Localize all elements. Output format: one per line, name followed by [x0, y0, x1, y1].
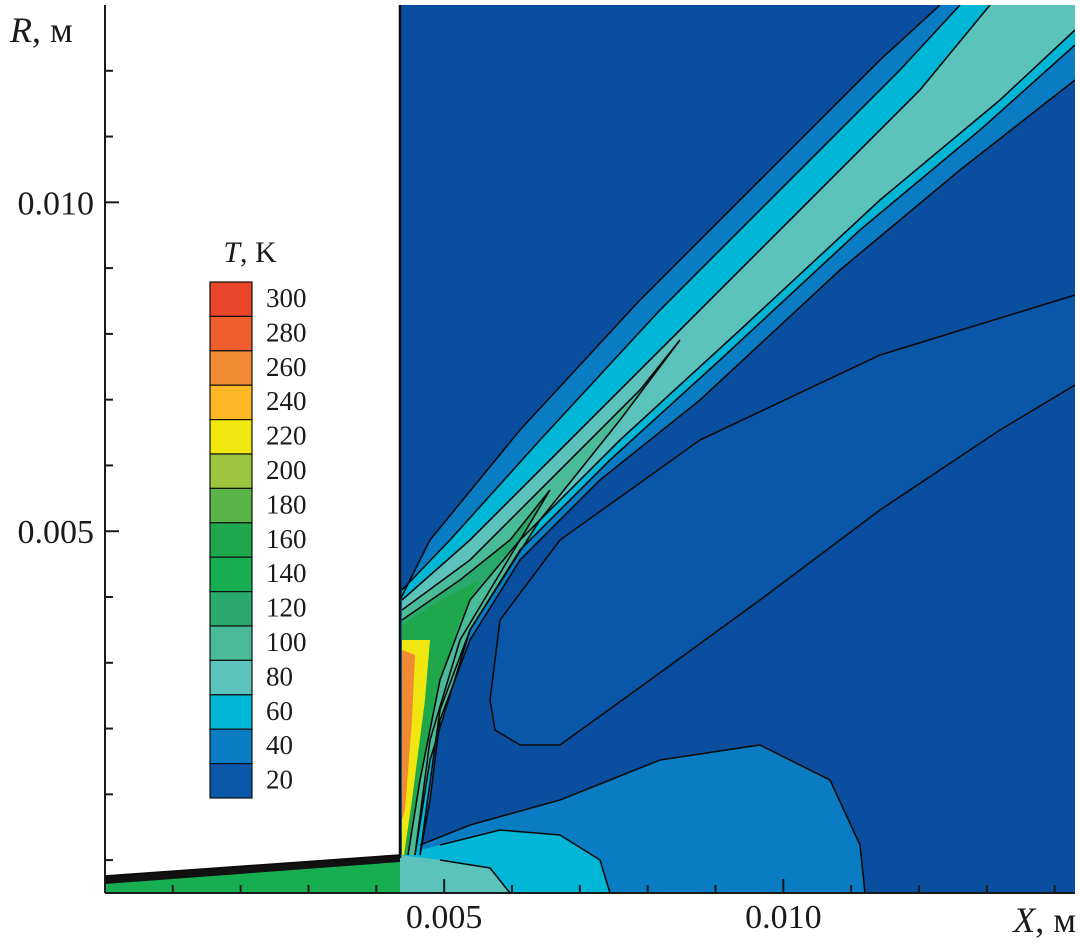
legend-label: 220 — [266, 421, 307, 451]
legend-swatch — [209, 350, 253, 386]
y-axis-symbol: R — [9, 10, 32, 50]
legend-label: 140 — [266, 558, 307, 588]
field-region-lower-80 — [400, 855, 510, 893]
contour-line — [419, 44, 1075, 856]
legend-swatch — [209, 694, 253, 730]
field-region-plume-260 — [402, 650, 415, 820]
contour-line — [489, 384, 1075, 746]
field-region-cavity — [490, 295, 1075, 745]
legend-label: 80 — [266, 661, 293, 691]
legend-title-unit: , K — [240, 236, 277, 269]
y-tick-label: 0.010 — [18, 185, 95, 222]
legend-swatch — [209, 762, 253, 799]
contour-lines — [105, 5, 1075, 893]
legend-swatch — [209, 384, 253, 421]
contour-line — [401, 5, 991, 601]
contour-line — [419, 744, 866, 893]
contour-line — [105, 854, 401, 877]
contour-field — [105, 5, 1075, 893]
legend-labels: 300 280 260 240 220 200 180 160 140 120 100 80 60 40 2… — [266, 283, 307, 795]
x-axis-ticks — [171, 879, 1056, 893]
legend-label: 100 — [266, 627, 307, 657]
legend-swatch — [209, 590, 253, 627]
x-axis-unit: , м — [1035, 900, 1076, 940]
contour-line — [399, 5, 941, 601]
legend-label: 300 — [266, 283, 307, 313]
contour-line — [401, 339, 681, 856]
legend-label: 60 — [266, 696, 293, 726]
legend-label: 260 — [266, 352, 307, 382]
contour-line — [419, 79, 1075, 856]
legend-swatch — [209, 728, 253, 765]
legend-swatch — [209, 556, 253, 593]
legend-swatch — [209, 659, 253, 696]
field-region-plume-80 — [402, 5, 1075, 855]
legend-swatch — [209, 419, 253, 455]
x-tick-label: 0.010 — [745, 899, 822, 936]
y-axis-title: R, м — [9, 10, 73, 50]
contour-line — [439, 829, 611, 893]
legend-title: T, K — [223, 236, 277, 269]
legend-label: 180 — [266, 489, 307, 519]
legend-label: 240 — [266, 386, 307, 416]
legend-swatch — [209, 281, 253, 318]
legend-title-symbol: T — [223, 236, 242, 269]
x-axis-symbol: X — [1011, 900, 1037, 940]
legend-swatch — [209, 453, 253, 490]
legend-swatch — [209, 487, 253, 524]
legend-label: 40 — [266, 730, 293, 760]
legend-swatch — [209, 625, 253, 662]
legend-swatch — [209, 315, 253, 352]
x-axis-title: X, м — [1011, 900, 1076, 940]
x-tick-label: 0.005 — [406, 899, 483, 936]
legend-swatch — [209, 522, 253, 558]
legend-label: 280 — [266, 317, 307, 347]
contour-line — [401, 489, 551, 856]
legend-label: 120 — [266, 593, 307, 623]
y-tick-label: 0.005 — [18, 514, 95, 551]
legend-swatches — [209, 281, 253, 799]
field-region-wall-edge — [105, 855, 400, 884]
contour-line — [401, 5, 961, 591]
legend-label: 160 — [266, 524, 307, 554]
legend: T, K 300 280 260 240 220 200 180 160 140 120 100 80… — [209, 236, 307, 799]
y-axis-ticks — [105, 69, 119, 862]
contour-line — [414, 29, 1075, 856]
y-axis-unit: , м — [32, 10, 73, 50]
legend-label: 20 — [266, 765, 293, 795]
contour-line — [489, 294, 1075, 701]
legend-label: 200 — [266, 455, 307, 485]
contour-line — [439, 859, 511, 893]
